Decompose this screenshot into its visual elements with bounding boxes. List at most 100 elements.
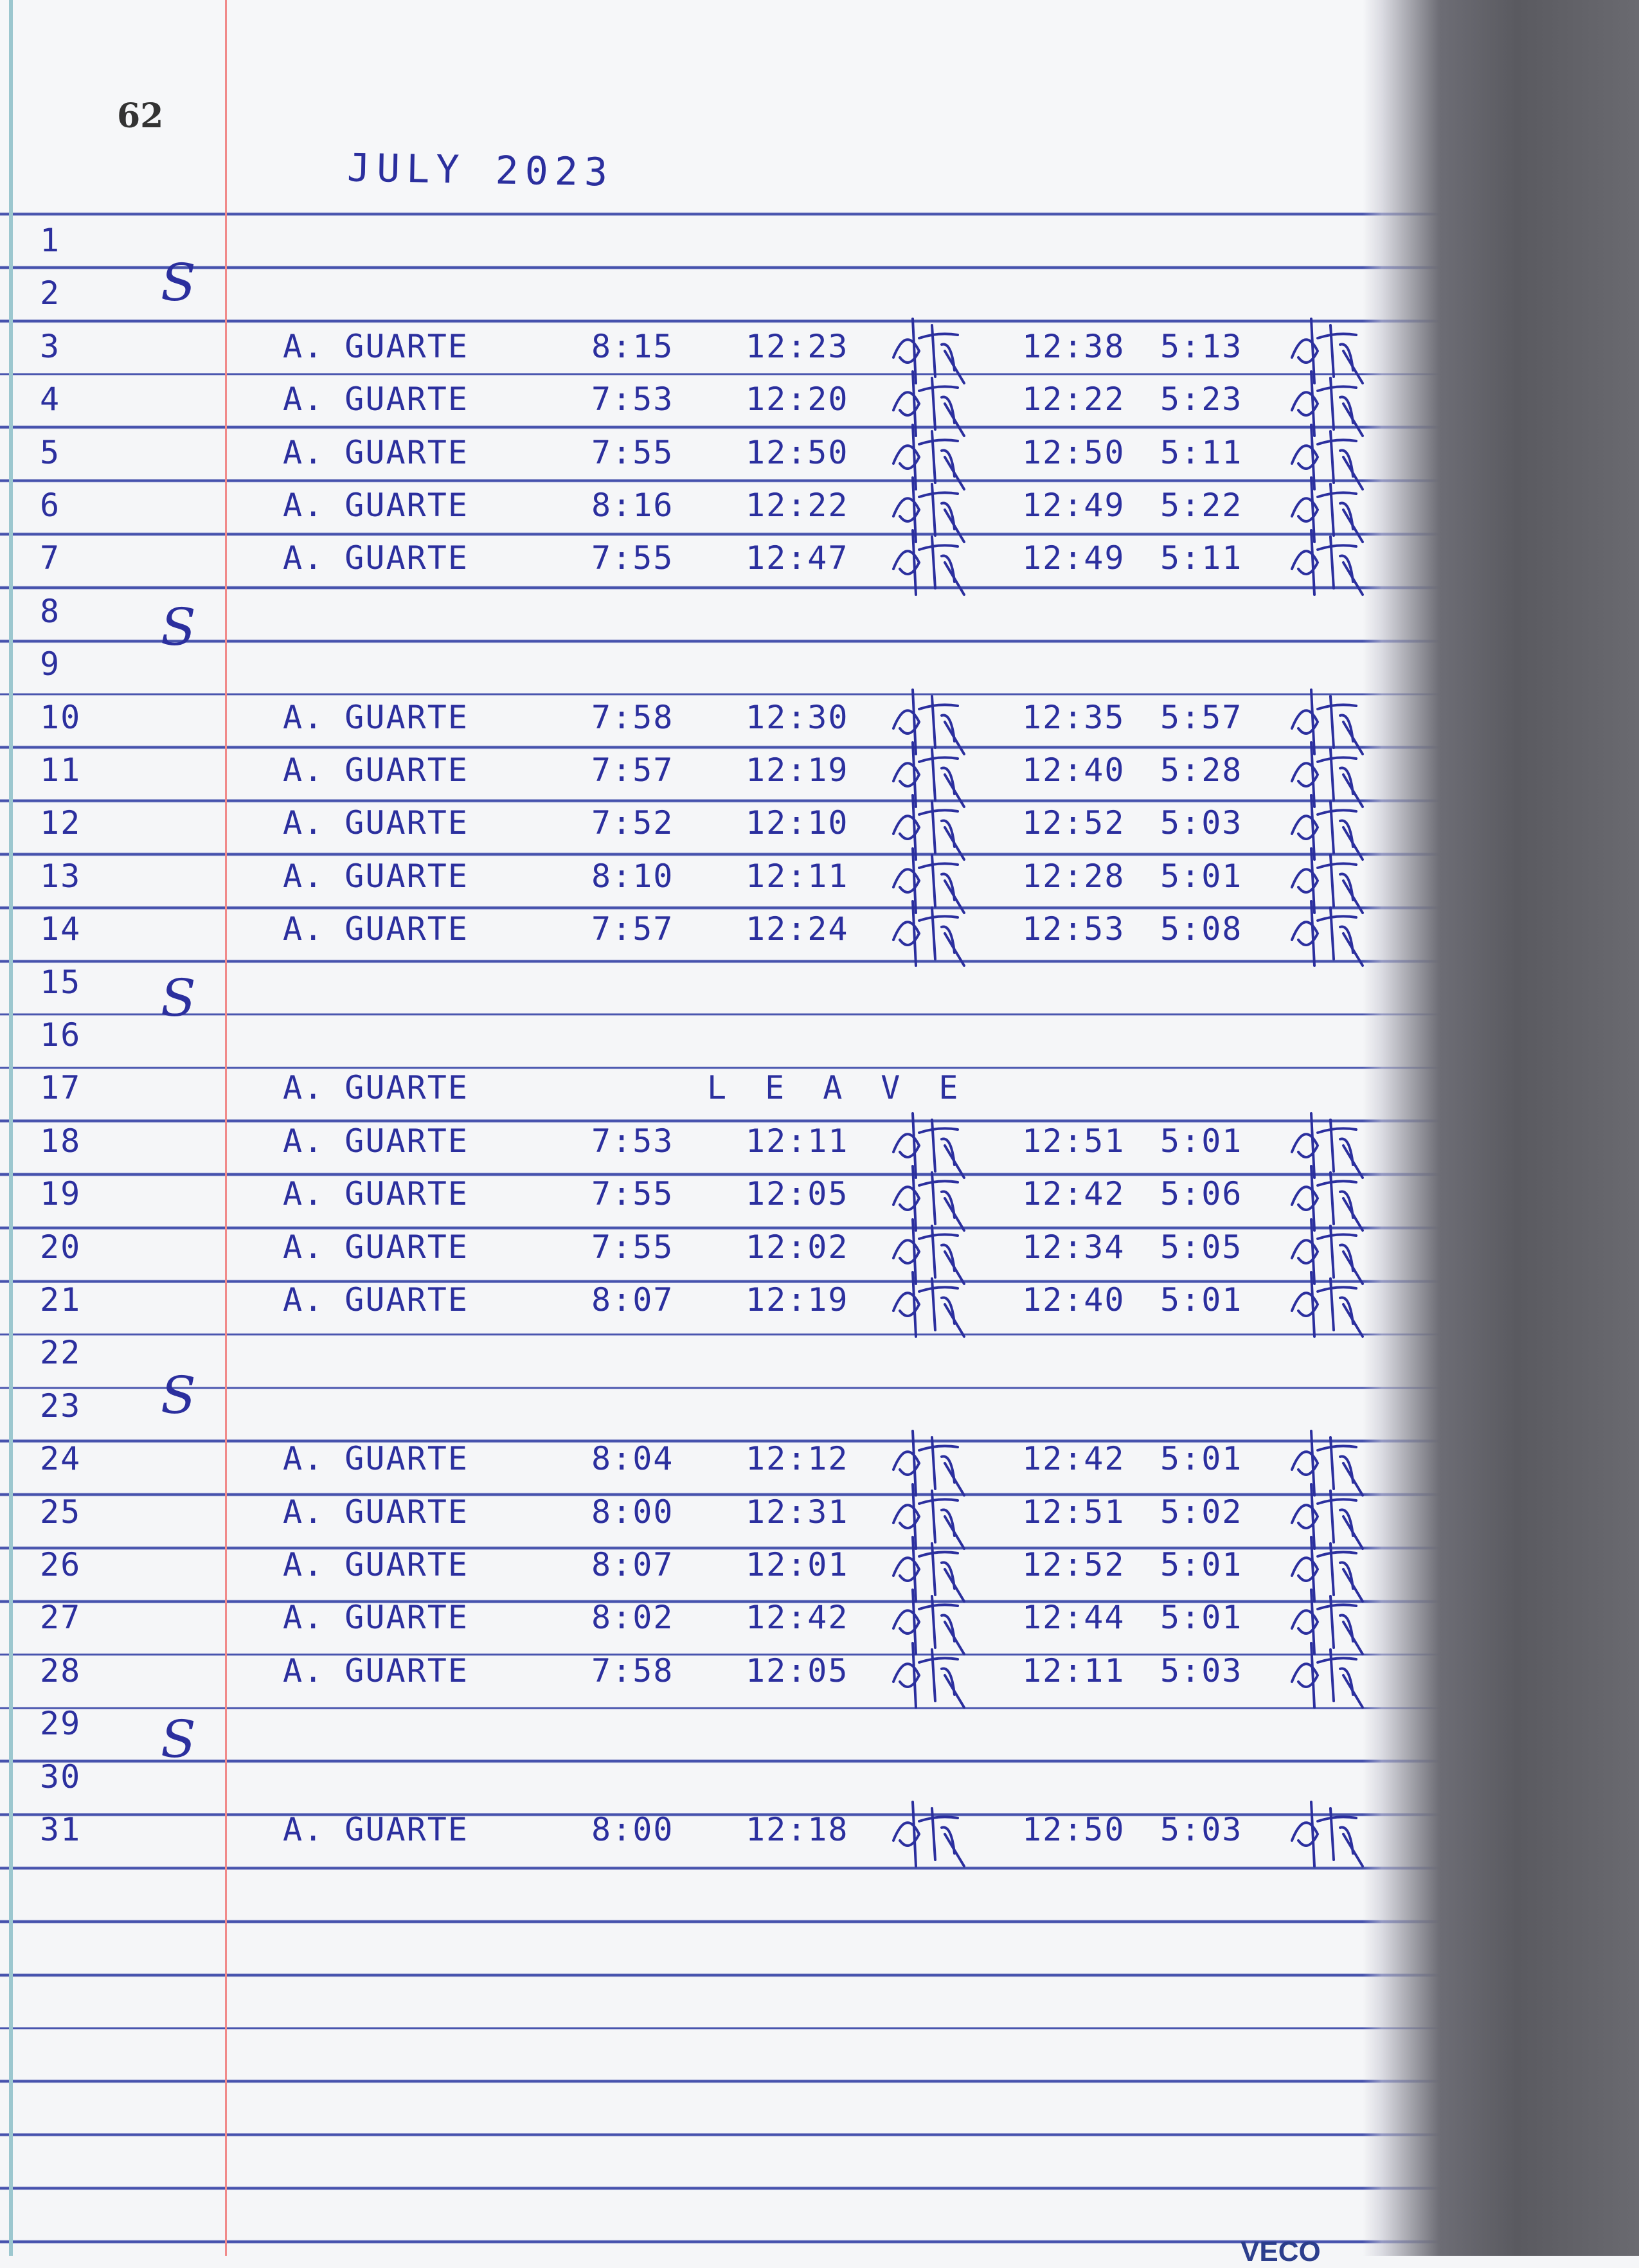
employee-name: A. GUARTE — [283, 433, 469, 471]
time-in-am: 7:57 — [591, 910, 674, 948]
table-row: 27 A. GUARTE 8:02 12:42 12:44 5:01 — [0, 1589, 1375, 1656]
time-out-pm: 5:57 — [1160, 698, 1243, 736]
time-in-pm: 12:53 — [1022, 910, 1125, 948]
table-row: 28 A. GUARTE 7:58 12:05 12:11 5:03 — [0, 1641, 1375, 1709]
time-out-pm: 5:02 — [1160, 1493, 1243, 1531]
employee-name: A. GUARTE — [283, 698, 469, 736]
employee-name: A. GUARTE — [283, 1652, 469, 1689]
time-in-pm: 12:22 — [1022, 381, 1125, 419]
day-number: 15 — [40, 963, 82, 1001]
table-row: 29 — [0, 1696, 1375, 1749]
page-title: JULY 2023 — [346, 145, 614, 195]
time-in-am: 8:10 — [591, 857, 674, 895]
brand-logo: VECO — [1240, 2236, 1321, 2267]
sunday-mark: S — [161, 1365, 196, 1425]
day-number: 31 — [40, 1811, 82, 1848]
employee-name: A. GUARTE — [283, 1122, 469, 1160]
time-out-am: 12:20 — [746, 381, 849, 419]
day-number: 13 — [40, 857, 82, 895]
time-out-pm: 5:11 — [1160, 433, 1243, 471]
time-in-pm: 12:35 — [1022, 698, 1125, 736]
page-number: 62 — [117, 96, 164, 136]
signature-icon — [881, 895, 977, 980]
time-out-pm: 5:08 — [1160, 910, 1243, 948]
employee-name: A. GUARTE — [283, 1281, 469, 1318]
time-in-pm: 12:50 — [1022, 1811, 1125, 1848]
time-in-am: 8:16 — [591, 487, 674, 524]
day-number: 23 — [40, 1387, 82, 1425]
time-out-am: 12:01 — [746, 1546, 849, 1583]
signature-icon — [1279, 1266, 1375, 1351]
time-out-pm: 5:01 — [1160, 1440, 1243, 1478]
time-out-am: 12:19 — [746, 752, 849, 789]
time-out-am: 12:19 — [746, 1281, 849, 1318]
signature-icon — [1279, 524, 1375, 609]
employee-name: A. GUARTE — [283, 539, 469, 577]
time-in-pm: 12:49 — [1022, 539, 1125, 577]
time-out-am: 12:05 — [746, 1652, 849, 1689]
signature-icon — [1279, 842, 1375, 927]
time-in-am: 7:58 — [591, 1652, 674, 1689]
day-number: 8 — [40, 592, 61, 630]
time-out-pm: 5:05 — [1160, 1228, 1243, 1266]
binding-shadow — [1363, 0, 1639, 2256]
day-number: 1 — [40, 222, 61, 259]
day-number: 5 — [40, 433, 61, 471]
time-in-pm: 12:42 — [1022, 1440, 1125, 1478]
table-row: 17 A. GUARTE LEAVE — [0, 1060, 1375, 1113]
day-number: 9 — [40, 645, 61, 683]
time-in-pm: 12:28 — [1022, 857, 1125, 895]
table-row: 21 A. GUARTE 8:07 12:19 12:40 5:01 — [0, 1271, 1375, 1338]
table-row: 26 A. GUARTE 8:07 12:01 12:52 5:01 — [0, 1536, 1375, 1603]
signature-icon — [1279, 1213, 1375, 1298]
signature-icon — [1279, 1425, 1375, 1509]
time-in-am: 8:07 — [591, 1281, 674, 1318]
table-row: 12 A. GUARTE 7:52 12:10 12:52 5:03 — [0, 794, 1375, 861]
table-row: 4 A. GUARTE 7:53 12:20 12:22 5:23 — [0, 370, 1375, 438]
signature-icon — [881, 419, 977, 503]
table-row: 22 — [0, 1325, 1375, 1378]
table-row: 24 A. GUARTE 8:04 12:12 12:42 5:01 — [0, 1430, 1375, 1497]
time-out-am: 12:12 — [746, 1440, 849, 1478]
day-number: 30 — [40, 1758, 82, 1796]
time-out-pm: 5:28 — [1160, 752, 1243, 789]
time-in-pm: 12:50 — [1022, 433, 1125, 471]
day-number: 17 — [40, 1069, 82, 1107]
time-in-am: 7:55 — [591, 433, 674, 471]
time-in-am: 7:52 — [591, 804, 674, 842]
employee-name: A. GUARTE — [283, 1069, 469, 1107]
time-in-pm: 12:11 — [1022, 1652, 1125, 1689]
time-out-am: 12:42 — [746, 1599, 849, 1637]
day-number: 25 — [40, 1493, 82, 1531]
table-row: 5 A. GUARTE 7:55 12:50 12:50 5:11 — [0, 423, 1375, 491]
margin-line — [225, 0, 227, 2256]
signature-icon — [881, 736, 977, 821]
day-number: 29 — [40, 1705, 82, 1743]
day-number: 19 — [40, 1175, 82, 1213]
time-out-am: 12:10 — [746, 804, 849, 842]
time-in-pm: 12:40 — [1022, 752, 1125, 789]
time-in-am: 7:55 — [591, 1175, 674, 1213]
day-number: 27 — [40, 1599, 82, 1637]
signature-icon — [881, 789, 977, 874]
time-out-pm: 5:01 — [1160, 1281, 1243, 1318]
signature-icon — [1279, 683, 1375, 768]
time-in-pm: 12:44 — [1022, 1599, 1125, 1637]
day-number: 28 — [40, 1652, 82, 1689]
signature-icon — [1279, 419, 1375, 503]
signature-icon — [881, 471, 977, 556]
employee-name: A. GUARTE — [283, 910, 469, 948]
remark-leave: LEAVE — [707, 1069, 997, 1107]
day-number: 24 — [40, 1440, 82, 1478]
time-out-am: 12:30 — [746, 698, 849, 736]
table-row: 14 A. GUARTE 7:57 12:24 12:53 5:08 — [0, 900, 1375, 968]
time-out-am: 12:23 — [746, 327, 849, 365]
time-out-pm: 5:01 — [1160, 857, 1243, 895]
table-row: 10 A. GUARTE 7:58 12:30 12:35 5:57 — [0, 688, 1375, 755]
table-row: 13 A. GUARTE 8:10 12:11 12:28 5:01 — [0, 847, 1375, 914]
signature-icon — [1279, 1583, 1375, 1668]
signature-icon — [881, 1425, 977, 1509]
time-out-pm: 5:01 — [1160, 1546, 1243, 1583]
day-number: 12 — [40, 804, 82, 842]
time-out-am: 12:02 — [746, 1228, 849, 1266]
